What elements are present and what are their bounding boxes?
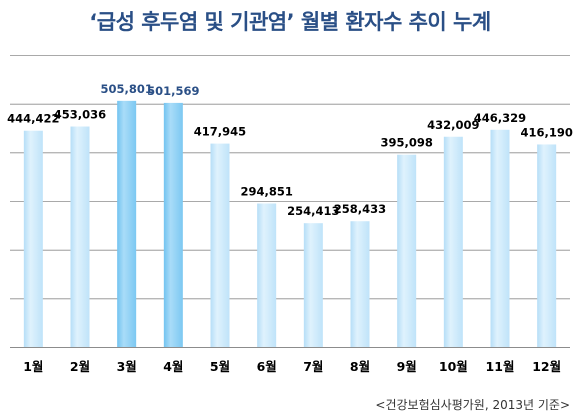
- data-label: 258,433: [334, 202, 386, 216]
- bar-8월: [350, 221, 370, 347]
- x-axis-ticks: 1월 2월 3월 4월 5월 6월 7월 8월 9월 10월 11월 12월: [23, 359, 561, 374]
- x-tick-label: 7월: [303, 359, 323, 374]
- x-tick-label: 9월: [397, 359, 417, 374]
- x-tick-label: 1월: [23, 359, 43, 374]
- bar-5월: [210, 143, 230, 347]
- bar-11월: [490, 129, 510, 347]
- bars: [23, 100, 557, 348]
- x-tick-label: 5월: [210, 359, 230, 374]
- x-tick-label: 10월: [439, 359, 468, 374]
- data-label: 446,329: [474, 111, 526, 125]
- x-tick-label: 2월: [70, 359, 90, 374]
- bar-4월: [163, 102, 183, 348]
- data-label: 444,422: [7, 112, 59, 126]
- data-label: 505,801: [100, 82, 152, 96]
- data-label: 453,036: [54, 108, 106, 122]
- x-tick-label: 11월: [486, 359, 515, 374]
- data-label: 254,413: [287, 204, 339, 218]
- bar-7월: [303, 223, 323, 347]
- data-label: 395,098: [380, 136, 432, 150]
- bar-1월: [23, 130, 43, 347]
- x-tick-label: 3월: [117, 359, 137, 374]
- chart-title: ‘급성 후두염 및 기관염’ 월별 환자수 추이 누계: [89, 10, 491, 34]
- x-tick-label: 4월: [163, 359, 183, 374]
- bar-6월: [257, 203, 277, 347]
- x-tick-label: 6월: [257, 359, 277, 374]
- data-label: 294,851: [240, 185, 292, 199]
- data-label: 416,190: [520, 125, 572, 139]
- data-label: 417,945: [194, 125, 246, 139]
- source-note: <건강보험심사평가원, 2013년 기준>: [375, 398, 570, 412]
- gridlines: [10, 55, 570, 348]
- data-label: 501,569: [147, 84, 199, 98]
- bar-10월: [443, 136, 463, 347]
- x-tick-label: 8월: [350, 359, 370, 374]
- x-tick-label: 12월: [532, 359, 561, 374]
- bar-9월: [397, 154, 417, 347]
- bar-2월: [70, 126, 90, 347]
- data-label: 432,009: [427, 118, 479, 132]
- bar-3월: [117, 100, 137, 348]
- bar-12월: [537, 144, 557, 347]
